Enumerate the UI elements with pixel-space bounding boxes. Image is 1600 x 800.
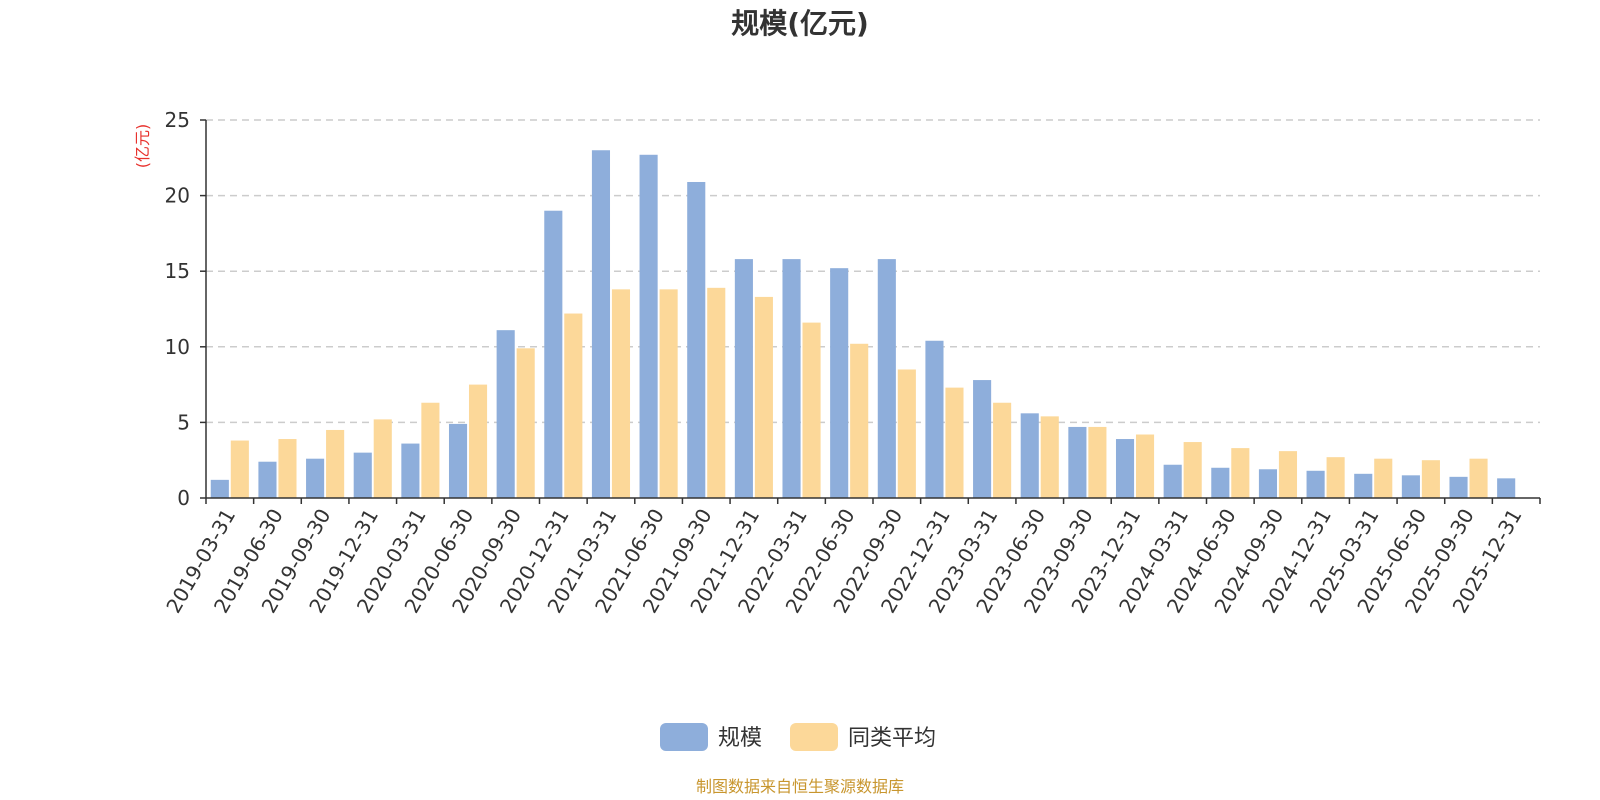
bar-category-average[interactable]	[1326, 457, 1345, 498]
bar-scale[interactable]	[258, 461, 277, 498]
bar-category-average[interactable]	[659, 289, 678, 498]
y-tick-label: 20	[165, 184, 190, 208]
bar-scale[interactable]	[734, 259, 753, 498]
bar-category-average[interactable]	[1231, 448, 1250, 498]
bar-scale[interactable]	[353, 452, 372, 498]
grid-lines	[206, 119, 1540, 424]
bar-scale[interactable]	[830, 268, 849, 498]
legend-swatch-1[interactable]	[790, 723, 838, 751]
bar-scale[interactable]	[306, 458, 325, 498]
bar-category-average[interactable]	[1421, 460, 1440, 498]
bar-scale[interactable]	[1449, 476, 1468, 498]
bar-scale[interactable]	[1401, 475, 1420, 498]
bar-scale[interactable]	[877, 259, 896, 498]
legend-label-0[interactable]: 规模	[718, 726, 762, 751]
chart-title: 规模(亿元)	[731, 7, 869, 40]
bar-category-average[interactable]	[611, 289, 631, 498]
bars	[210, 150, 1516, 499]
y-tick-label: 0	[177, 486, 190, 510]
bar-scale[interactable]	[1115, 439, 1135, 498]
bar-category-average[interactable]	[421, 402, 440, 498]
bar-scale[interactable]	[639, 154, 658, 498]
y-axis-ticks: 0 5 10 15 20 25	[165, 108, 206, 510]
bar-scale[interactable]	[210, 479, 229, 498]
bar-category-average[interactable]	[945, 387, 964, 498]
bar-category-average[interactable]	[1278, 451, 1298, 498]
y-tick-label: 5	[177, 410, 190, 434]
bar-scale[interactable]	[1306, 470, 1325, 498]
legend-label-1[interactable]: 同类平均	[848, 726, 936, 751]
y-tick-label: 15	[165, 259, 190, 283]
bar-category-average[interactable]	[468, 384, 488, 498]
bar-scale[interactable]	[1163, 464, 1182, 498]
bar-scale[interactable]	[1020, 413, 1039, 498]
bar-scale[interactable]	[1497, 478, 1516, 498]
y-tick-label: 10	[165, 335, 190, 359]
bar-category-average[interactable]	[897, 369, 916, 498]
bar-scale[interactable]	[496, 330, 515, 498]
bar-category-average[interactable]	[1088, 426, 1107, 498]
bar-scale[interactable]	[544, 210, 563, 498]
bar-scale[interactable]	[1068, 426, 1087, 498]
bar-category-average[interactable]	[230, 440, 249, 498]
bar-scale[interactable]	[687, 181, 706, 498]
bar-category-average[interactable]	[707, 287, 726, 498]
bar-category-average[interactable]	[564, 313, 583, 498]
bar-scale[interactable]	[925, 340, 944, 498]
bar-scale[interactable]	[973, 380, 992, 498]
bar-category-average[interactable]	[1183, 442, 1202, 498]
bar-category-average[interactable]	[993, 402, 1012, 498]
bar-category-average[interactable]	[754, 296, 773, 498]
y-axis-unit-label: (亿元)	[133, 124, 152, 169]
source-note: 制图数据来自恒生聚源数据库	[696, 777, 904, 796]
bar-category-average[interactable]	[1374, 458, 1393, 498]
bar-category-average[interactable]	[516, 348, 535, 498]
bar-category-average[interactable]	[850, 343, 869, 498]
bar-scale[interactable]	[1211, 467, 1230, 498]
bar-scale[interactable]	[782, 259, 801, 498]
bar-category-average[interactable]	[1135, 434, 1155, 498]
bar-category-average[interactable]	[326, 429, 345, 498]
x-axis-ticks: 2019-03-312019-06-302019-09-302019-12-31…	[161, 498, 1541, 617]
bar-category-average[interactable]	[802, 322, 821, 498]
bar-category-average[interactable]	[1469, 458, 1488, 498]
axes	[205, 120, 1540, 499]
bar-scale[interactable]	[591, 150, 611, 499]
bar-scale[interactable]	[1258, 469, 1278, 498]
bar-category-average[interactable]	[1040, 416, 1059, 498]
bar-category-average[interactable]	[278, 439, 297, 498]
y-tick-label: 25	[165, 108, 190, 132]
bar-category-average[interactable]	[373, 419, 392, 498]
bar-scale[interactable]	[448, 423, 468, 498]
legend[interactable]: 规模 同类平均	[660, 723, 936, 751]
legend-swatch-0[interactable]	[660, 723, 708, 751]
bar-scale[interactable]	[401, 443, 420, 498]
bar-scale[interactable]	[1354, 473, 1373, 498]
